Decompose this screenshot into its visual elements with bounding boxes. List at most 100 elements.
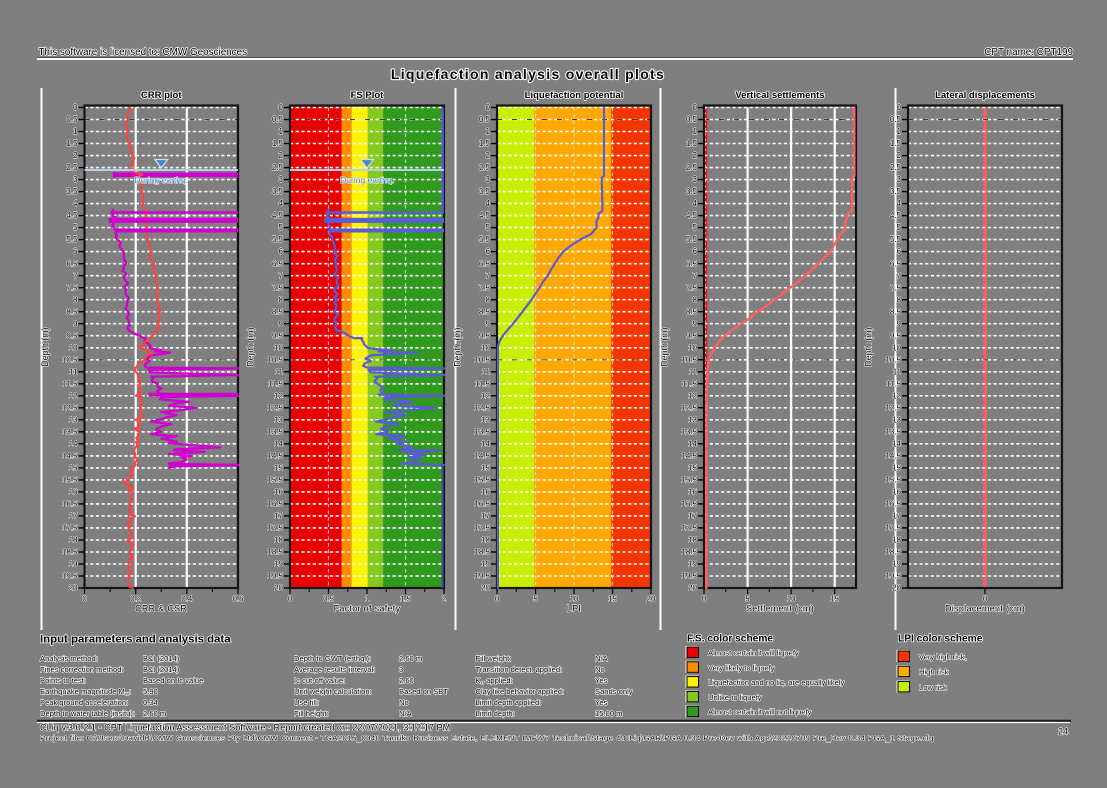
- svg-text:14: 14: [688, 439, 697, 448]
- svg-text:4: 4: [486, 199, 491, 208]
- svg-text:5: 5: [533, 595, 538, 604]
- svg-text:1.5: 1.5: [272, 139, 284, 148]
- svg-text:6: 6: [897, 247, 902, 256]
- svg-text:18: 18: [688, 536, 697, 545]
- svg-text:Factor of safety: Factor of safety: [334, 604, 401, 614]
- svg-text:12: 12: [481, 391, 490, 400]
- svg-text:6.5: 6.5: [890, 259, 902, 268]
- svg-text:Points to test:: Points to test:: [40, 676, 86, 685]
- svg-text:10: 10: [69, 343, 78, 352]
- svg-text:0: 0: [73, 103, 78, 112]
- svg-text:16.5: 16.5: [681, 500, 697, 509]
- svg-text:Low risk: Low risk: [919, 683, 947, 692]
- svg-text:Settlement (cm): Settlement (cm): [746, 604, 814, 614]
- svg-text:CLiq v.3.0.2.1 - CPT Liquefact: CLiq v.3.0.2.1 - CPT Liquefaction Assess…: [40, 723, 450, 733]
- svg-text:9.5: 9.5: [890, 331, 902, 340]
- svg-text:7.5: 7.5: [686, 283, 698, 292]
- svg-text:Depth (m): Depth (m): [246, 327, 256, 366]
- svg-text:4: 4: [897, 199, 902, 208]
- svg-text:Limit depth applied:: Limit depth applied:: [476, 698, 542, 707]
- svg-text:12: 12: [892, 391, 901, 400]
- svg-text:12: 12: [274, 391, 283, 400]
- svg-text:1: 1: [279, 127, 284, 136]
- svg-text:19.5: 19.5: [267, 572, 283, 581]
- svg-text:12: 12: [688, 391, 697, 400]
- svg-text:13.5: 13.5: [267, 427, 283, 436]
- svg-text:4.5: 4.5: [479, 211, 491, 220]
- svg-text:4: 4: [693, 199, 698, 208]
- svg-text:12.5: 12.5: [885, 403, 901, 412]
- svg-text:Depth (m): Depth (m): [660, 327, 670, 366]
- svg-text:16: 16: [688, 488, 697, 497]
- svg-text:Very likely to liquefy: Very likely to liquefy: [708, 663, 775, 672]
- svg-text:17: 17: [481, 512, 490, 521]
- svg-text:16: 16: [69, 488, 78, 497]
- svg-text:1.5: 1.5: [66, 139, 78, 148]
- svg-text:19.5: 19.5: [62, 572, 78, 581]
- svg-text:4.5: 4.5: [66, 211, 78, 220]
- svg-text:During earthq.: During earthq.: [134, 175, 188, 185]
- svg-text:2.60: 2.60: [399, 676, 414, 685]
- svg-text:2: 2: [897, 151, 902, 160]
- svg-text:5: 5: [279, 223, 284, 232]
- svg-text:4.5: 4.5: [272, 211, 284, 220]
- svg-text:0.5: 0.5: [66, 115, 78, 124]
- svg-text:8.5: 8.5: [890, 307, 902, 316]
- svg-text:High risk: High risk: [919, 668, 949, 677]
- svg-text:8: 8: [693, 295, 698, 304]
- svg-text:14.5: 14.5: [474, 452, 490, 461]
- svg-text:0: 0: [279, 103, 284, 112]
- svg-text:9.5: 9.5: [272, 331, 284, 340]
- svg-text:3: 3: [279, 175, 284, 184]
- svg-text:During earthq.: During earthq.: [340, 175, 394, 185]
- svg-text:5.90: 5.90: [143, 687, 158, 696]
- svg-text:1: 1: [486, 127, 491, 136]
- svg-text:10.5: 10.5: [267, 355, 283, 364]
- svg-text:11.5: 11.5: [682, 379, 698, 388]
- svg-text:1.5: 1.5: [686, 139, 698, 148]
- svg-text:10: 10: [892, 343, 901, 352]
- svg-text:Liquefaction analysis overall: Liquefaction analysis overall plots: [391, 66, 665, 82]
- svg-text:20: 20: [69, 584, 78, 593]
- svg-text:CRR plot: CRR plot: [141, 90, 182, 101]
- svg-text:0.5: 0.5: [323, 595, 335, 604]
- svg-text:5.5: 5.5: [890, 235, 902, 244]
- svg-text:5.5: 5.5: [686, 235, 698, 244]
- svg-text:0.5: 0.5: [686, 115, 698, 124]
- svg-text:0.6: 0.6: [233, 595, 244, 604]
- svg-text:Project file: C:\Users\DavidB\: Project file: C:\Users\DavidB\CMW Geosci…: [40, 734, 934, 743]
- svg-text:Average results interval:: Average results interval:: [294, 665, 375, 674]
- svg-text:13: 13: [274, 415, 283, 424]
- svg-text:15: 15: [688, 464, 697, 473]
- svg-text:7: 7: [279, 271, 284, 280]
- svg-text:3: 3: [897, 175, 902, 184]
- svg-text:5: 5: [486, 223, 491, 232]
- svg-text:7.5: 7.5: [66, 283, 78, 292]
- svg-text:Yes: Yes: [595, 676, 608, 685]
- svg-text:10.5: 10.5: [681, 355, 697, 364]
- svg-text:13: 13: [481, 415, 490, 424]
- svg-text:1.5: 1.5: [479, 139, 491, 148]
- svg-text:7: 7: [693, 271, 698, 280]
- svg-text:Fines correction method:: Fines correction method:: [40, 665, 124, 674]
- svg-text:18: 18: [274, 536, 283, 545]
- svg-text:4.5: 4.5: [686, 211, 698, 220]
- svg-text:5: 5: [693, 223, 698, 232]
- svg-text:6.5: 6.5: [686, 259, 698, 268]
- svg-text:1.5: 1.5: [400, 595, 412, 604]
- svg-text:6.5: 6.5: [479, 259, 491, 268]
- svg-text:Earthquake magnitude Mw:: Earthquake magnitude Mw:: [40, 687, 131, 698]
- svg-text:20: 20: [688, 584, 697, 593]
- svg-text:10: 10: [570, 595, 579, 604]
- svg-text:10: 10: [274, 343, 283, 352]
- svg-text:8: 8: [897, 295, 902, 304]
- svg-text:1: 1: [897, 127, 902, 136]
- svg-text:7: 7: [897, 271, 902, 280]
- svg-text:3: 3: [73, 175, 78, 184]
- svg-text:7: 7: [73, 271, 78, 280]
- svg-text:12.5: 12.5: [681, 403, 697, 412]
- svg-text:No: No: [399, 698, 409, 707]
- svg-text:19: 19: [688, 560, 697, 569]
- svg-text:16.5: 16.5: [62, 500, 78, 509]
- svg-text:0: 0: [486, 103, 491, 112]
